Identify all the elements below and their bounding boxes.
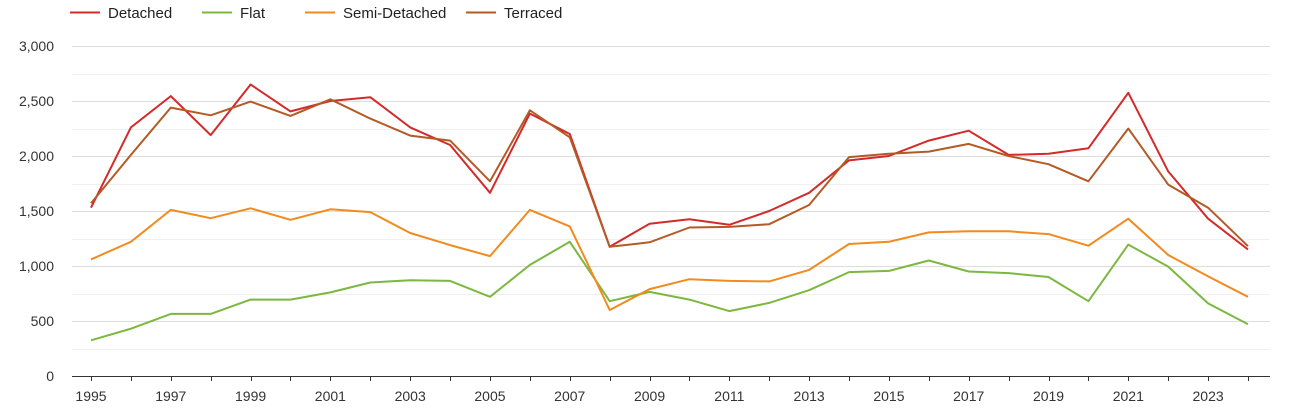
x-tick-label: 2007 xyxy=(554,388,585,404)
legend-item-flat[interactable]: Flat xyxy=(202,5,266,22)
x-tick-label: 2021 xyxy=(1113,388,1144,404)
grid-layer xyxy=(72,46,1270,350)
legend-label: Semi-Detached xyxy=(343,5,446,22)
series-layer xyxy=(90,83,1249,342)
x-tick-label: 2019 xyxy=(1033,388,1064,404)
x-tick-label: 2001 xyxy=(315,388,346,404)
y-tick-label: 2,500 xyxy=(19,93,54,109)
x-tick-label: 1997 xyxy=(155,388,186,404)
x-tick-label: 2017 xyxy=(953,388,984,404)
y-tick-label: 1,500 xyxy=(19,203,54,219)
x-tick-label: 1995 xyxy=(75,388,106,404)
y-tick-label: 2,000 xyxy=(19,148,54,164)
x-tick-label: 2013 xyxy=(794,388,825,404)
x-tick-label: 2011 xyxy=(714,388,744,404)
y-tick-label: 500 xyxy=(31,313,55,329)
series-line-terraced xyxy=(90,98,1249,248)
x-tick-label: 2023 xyxy=(1193,388,1224,404)
x-tick-label: 2015 xyxy=(873,388,904,404)
series-line-detached xyxy=(90,83,1249,251)
legend-item-terraced[interactable]: Terraced xyxy=(466,5,562,22)
x-tick-label: 2005 xyxy=(474,388,505,404)
series-line-flat xyxy=(90,240,1249,342)
legend-label: Flat xyxy=(240,5,266,22)
y-tick-label: 0 xyxy=(46,368,54,384)
legend-item-detached[interactable]: Detached xyxy=(70,5,172,22)
y-tick-label: 3,000 xyxy=(19,38,54,54)
y-tick-label: 1,000 xyxy=(19,258,54,274)
legend[interactable]: Detached Flat Semi-Detached Terraced xyxy=(70,5,562,22)
x-tick-label: 1999 xyxy=(235,388,266,404)
legend-label: Detached xyxy=(108,5,172,22)
legend-label: Terraced xyxy=(504,5,562,22)
series-line-semi-detached xyxy=(90,207,1249,311)
axis-layer: 0 500 1,000 1,500 2,000 2,500 3,000 1995 1997 199… xyxy=(19,38,1270,404)
legend-item-semi-detached[interactable]: Semi-Detached xyxy=(305,5,446,22)
x-tick-label: 2009 xyxy=(634,388,665,404)
x-tick-label: 2003 xyxy=(395,388,426,404)
